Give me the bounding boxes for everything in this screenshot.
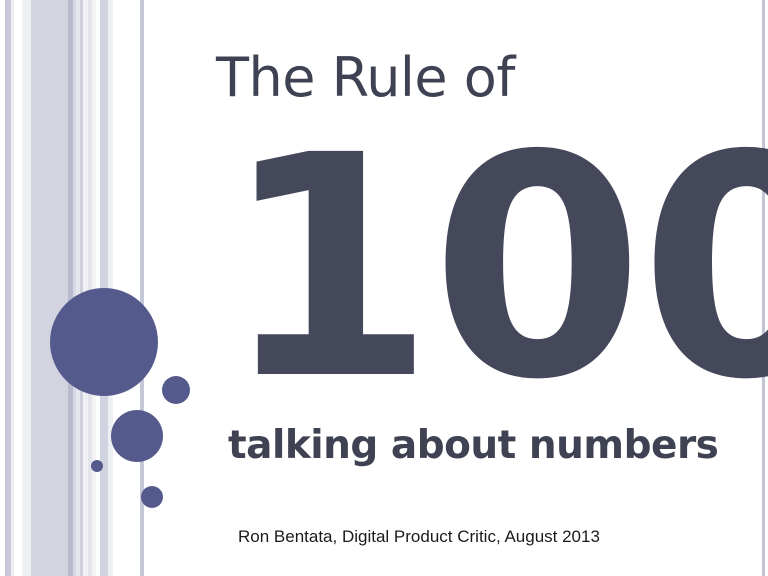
bubble-medium-icon [111, 410, 163, 462]
bubble-large-icon [50, 288, 158, 396]
decorative-stripe [68, 0, 73, 576]
slide-headline-number: 100 [222, 91, 768, 447]
right-edge-rule [762, 0, 765, 576]
decorative-stripe [76, 0, 80, 576]
decorative-stripe [83, 0, 88, 576]
decorative-stripe [11, 0, 14, 576]
decorative-stripe [73, 0, 76, 576]
bubble-small-upper-icon [162, 376, 190, 404]
bubble-tiny-icon [91, 460, 103, 472]
decorative-stripe [88, 0, 92, 576]
decorative-stripe [31, 0, 68, 576]
decorative-stripe [5, 0, 11, 576]
slide-byline: Ron Bentata, Digital Product Critic, Aug… [238, 527, 600, 546]
decorative-stripe [22, 0, 31, 576]
slide-subtitle: talking about numbers [228, 423, 719, 468]
bubble-small-lower-icon [141, 486, 163, 508]
decorative-stripe [80, 0, 83, 576]
slide-title-line: The Rule of [216, 46, 515, 109]
